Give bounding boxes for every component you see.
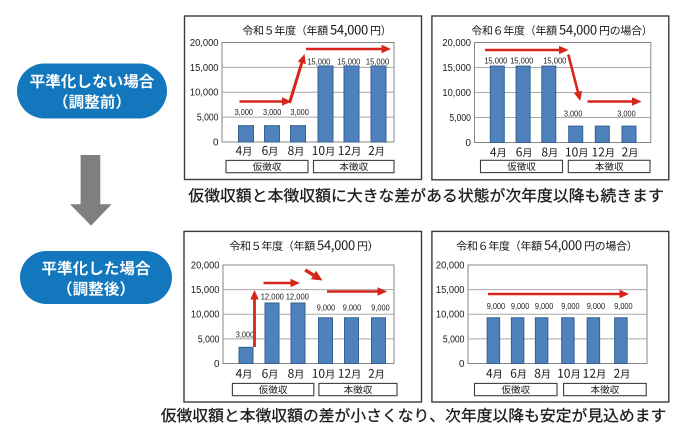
svg-text:15,000: 15,000 [190, 63, 219, 74]
svg-text:10,000: 10,000 [442, 88, 471, 99]
svg-text:3,000: 3,000 [263, 107, 282, 117]
svg-text:0: 0 [466, 138, 472, 149]
svg-text:15,000: 15,000 [510, 56, 534, 66]
svg-text:15,000: 15,000 [484, 56, 508, 66]
svg-text:5,000: 5,000 [443, 334, 465, 345]
svg-text:0: 0 [459, 359, 465, 370]
svg-text:9,000: 9,000 [343, 303, 362, 313]
svg-text:10,000: 10,000 [190, 88, 219, 99]
svg-text:12,000: 12,000 [261, 292, 285, 302]
svg-text:9,000: 9,000 [371, 303, 390, 313]
svg-text:20,000: 20,000 [191, 260, 220, 271]
svg-text:3,000: 3,000 [617, 108, 636, 118]
svg-text:5,000: 5,000 [449, 113, 471, 124]
svg-text:20,000: 20,000 [436, 260, 465, 271]
svg-text:15,000: 15,000 [366, 56, 390, 66]
svg-text:3,000: 3,000 [235, 107, 254, 117]
svg-text:15,000: 15,000 [543, 56, 567, 66]
svg-text:0: 0 [213, 137, 219, 148]
svg-text:0: 0 [214, 359, 220, 370]
svg-text:3,000: 3,000 [236, 330, 255, 340]
svg-text:9,000: 9,000 [317, 303, 336, 313]
svg-text:3,000: 3,000 [564, 108, 583, 118]
svg-text:9,000: 9,000 [561, 301, 580, 311]
svg-text:15,000: 15,000 [307, 56, 331, 66]
svg-text:10,000: 10,000 [436, 310, 465, 321]
svg-text:15,000: 15,000 [337, 56, 361, 66]
svg-text:9,000: 9,000 [614, 301, 633, 311]
svg-text:5,000: 5,000 [198, 334, 220, 345]
svg-text:9,000: 9,000 [511, 301, 530, 311]
svg-text:9,000: 9,000 [587, 301, 606, 311]
svg-text:15,000: 15,000 [191, 285, 220, 296]
svg-text:12,000: 12,000 [286, 292, 310, 302]
svg-text:10,000: 10,000 [191, 310, 220, 321]
svg-text:9,000: 9,000 [487, 301, 506, 311]
svg-text:5,000: 5,000 [197, 113, 219, 124]
svg-text:20,000: 20,000 [190, 38, 219, 49]
svg-text:15,000: 15,000 [436, 285, 465, 296]
svg-text:9,000: 9,000 [535, 301, 554, 311]
svg-text:15,000: 15,000 [442, 63, 471, 74]
svg-text:20,000: 20,000 [442, 38, 471, 49]
svg-text:3,000: 3,000 [290, 107, 309, 117]
